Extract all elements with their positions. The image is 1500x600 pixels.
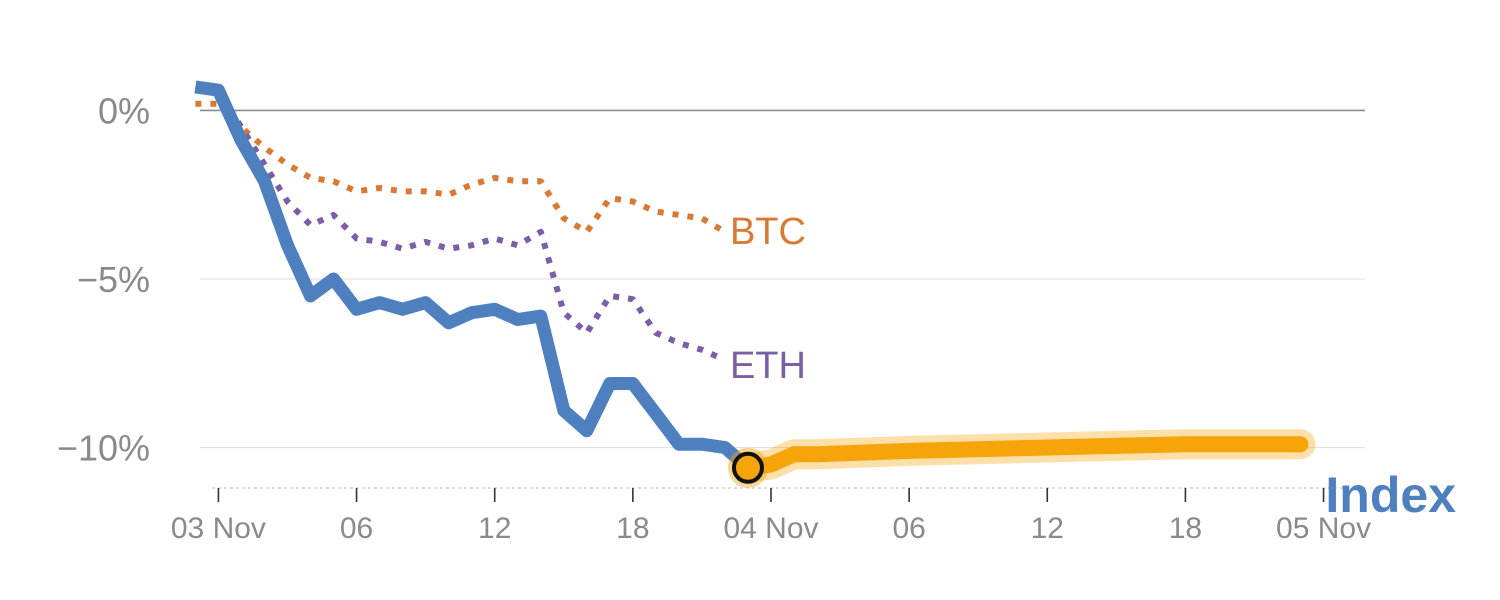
x-tick-label: 05 Nov [1276,512,1371,545]
y-tick-label: −10% [57,428,150,469]
x-tick-label: 06 [892,512,925,545]
series-layer [194,80,1316,483]
x-tick-label: 03 Nov [171,512,266,545]
x-tick-label: 04 Nov [723,512,818,545]
index-forecast-line [740,436,1309,476]
y-tick-label: 0% [98,90,150,131]
index-series-line [194,80,753,473]
index-series-label: Index [1325,467,1456,523]
eth-series-label: ETH [730,345,806,387]
x-tick-label: 18 [1169,512,1202,545]
x-tick-label: 06 [340,512,373,545]
btc-series-line [195,100,727,235]
grid-layer: 0% −5% −10% 03 Nov 06 12 18 04 Nov 06 12 18 05 Nov [57,90,1371,545]
marker-layer [727,447,768,488]
x-tick-label: 12 [1031,512,1064,545]
current-marker [731,451,764,484]
label-layer: BTC ETH Index [730,211,1456,523]
y-tick-label: −5% [77,259,150,300]
x-tick-label: 18 [616,512,649,545]
btc-series-label: BTC [730,211,806,253]
x-tick-label: 12 [478,512,511,545]
